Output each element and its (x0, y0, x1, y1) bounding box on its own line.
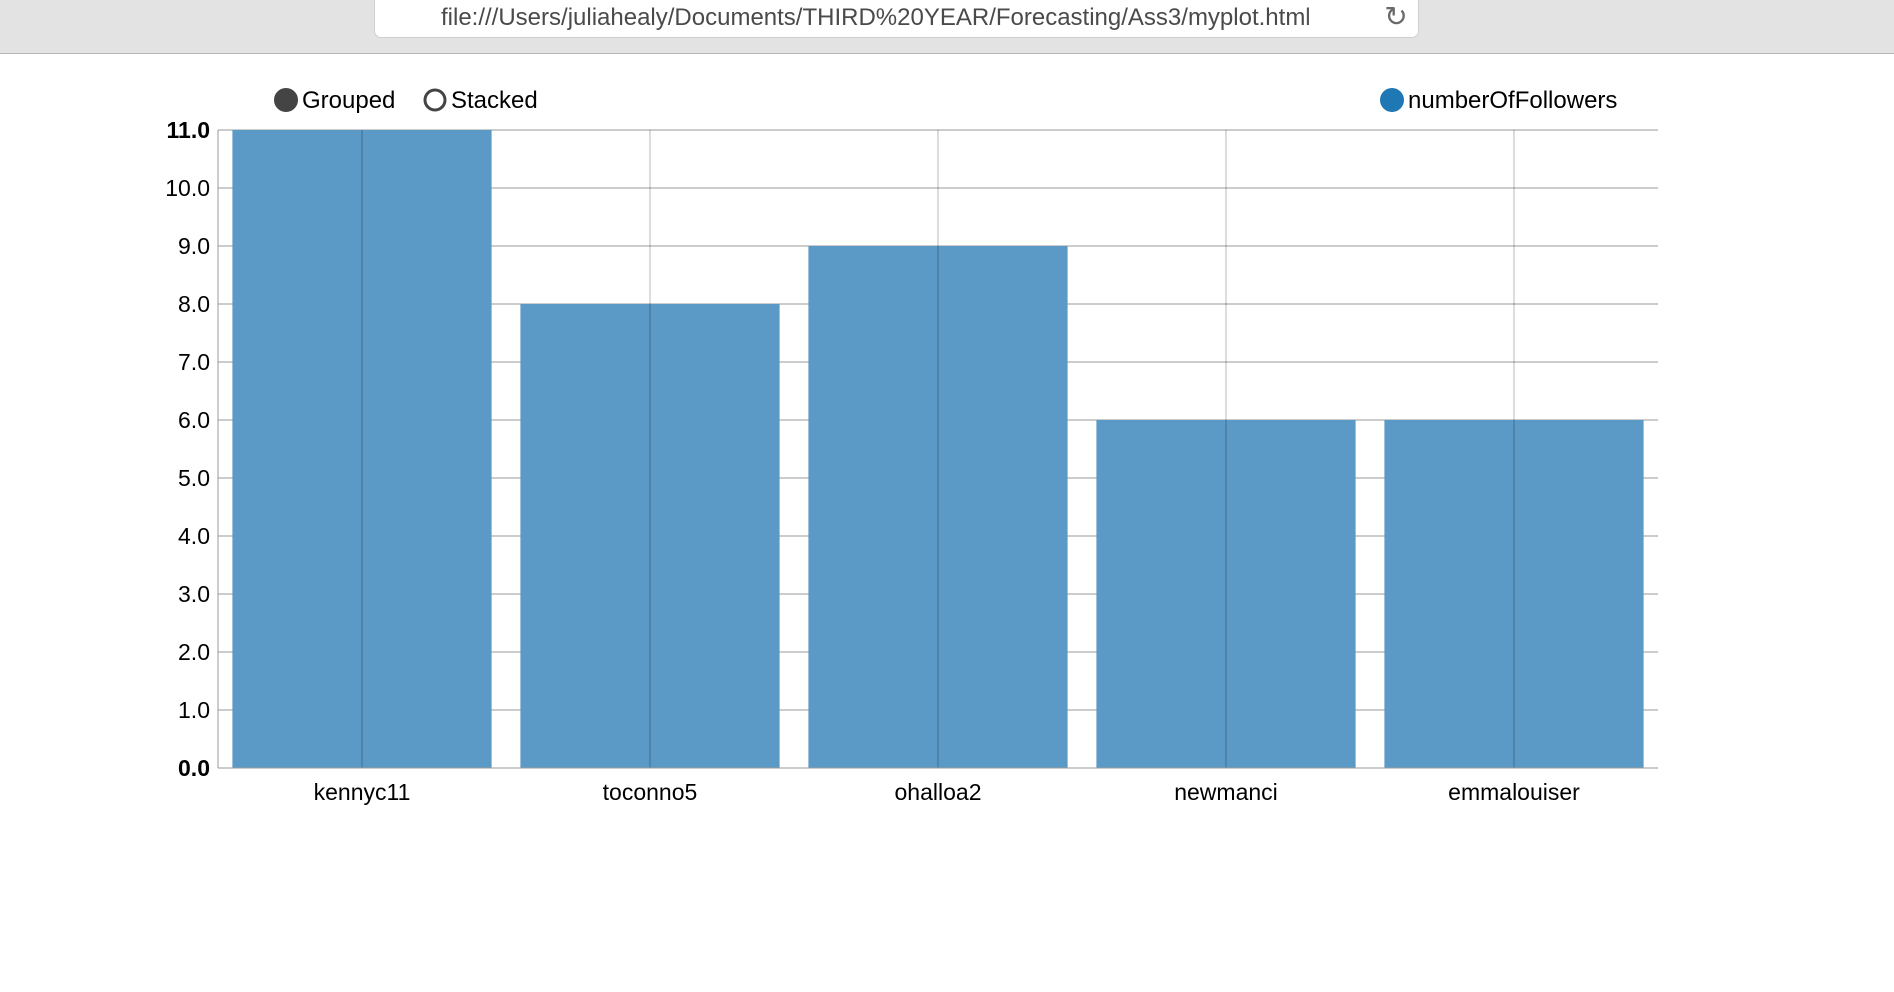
controls-group: Grouped Stacked (274, 87, 538, 114)
url-fade (1305, 2, 1355, 34)
stacked-label[interactable]: Stacked (451, 87, 538, 114)
x-tick-label: ohalloa2 (895, 779, 982, 805)
legend: numberOfFollowers (1380, 87, 1617, 114)
y-tick-label: 2.0 (178, 639, 210, 665)
bars (232, 130, 1644, 768)
vertical-grid (361, 130, 1515, 768)
y-tick-label: 7.0 (178, 349, 210, 375)
bar-ohalloa2[interactable] (808, 246, 1068, 768)
bar-kennyc11[interactable] (232, 130, 492, 768)
bar-emmalouiser[interactable] (1384, 420, 1644, 768)
bar-newmanci[interactable] (1096, 420, 1356, 768)
axes: 0.0 1.0 2.0 3.0 4.0 5.0 6.0 7.0 8.0 9.0 10.0 11.0 ke… (165, 117, 1658, 805)
x-tick-label: kennyc11 (314, 779, 411, 805)
grouped-control[interactable]: Grouped (274, 87, 395, 114)
x-tick-label: emmalouiser (1448, 779, 1580, 805)
legend-item-numberOfFollowers[interactable]: numberOfFollowers (1380, 87, 1617, 114)
bar-toconno5[interactable] (520, 304, 780, 768)
y-tick-label: 6.0 (178, 407, 210, 433)
y-tick-label: 9.0 (178, 233, 210, 259)
y-tick-label: 5.0 (178, 465, 210, 491)
y-tick-label: 0.0 (178, 755, 210, 781)
grouped-radio-icon[interactable] (274, 88, 298, 112)
x-tick-label: newmanci (1174, 779, 1278, 805)
y-tick-label: 11.0 (167, 117, 211, 143)
legend-marker-icon[interactable] (1380, 88, 1404, 112)
url-text[interactable]: file:///Users/juliahealy/Documents/THIRD… (441, 4, 1311, 31)
y-tick-label: 1.0 (178, 697, 210, 723)
y-tick-label: 8.0 (178, 291, 210, 317)
y-tick-label: 4.0 (178, 523, 210, 549)
grouped-label[interactable]: Grouped (302, 87, 395, 114)
y-tick-label: 3.0 (178, 581, 210, 607)
reload-icon[interactable]: ↻ (1384, 1, 1408, 32)
stacked-radio-icon[interactable] (423, 88, 447, 112)
bar-chart: 0.0 1.0 2.0 3.0 4.0 5.0 6.0 7.0 8.0 9.0 10.0 11.0 ke… (165, 87, 1658, 805)
stacked-control[interactable]: Stacked (423, 87, 538, 114)
x-tick-label: toconno5 (603, 779, 698, 805)
y-tick-label: 10.0 (165, 175, 210, 201)
legend-label[interactable]: numberOfFollowers (1408, 87, 1617, 114)
browser-toolbar: file:///Users/juliahealy/Documents/THIRD… (0, 0, 1894, 54)
address-bar[interactable]: file:///Users/juliahealy/Documents/THIRD… (374, 0, 1419, 38)
